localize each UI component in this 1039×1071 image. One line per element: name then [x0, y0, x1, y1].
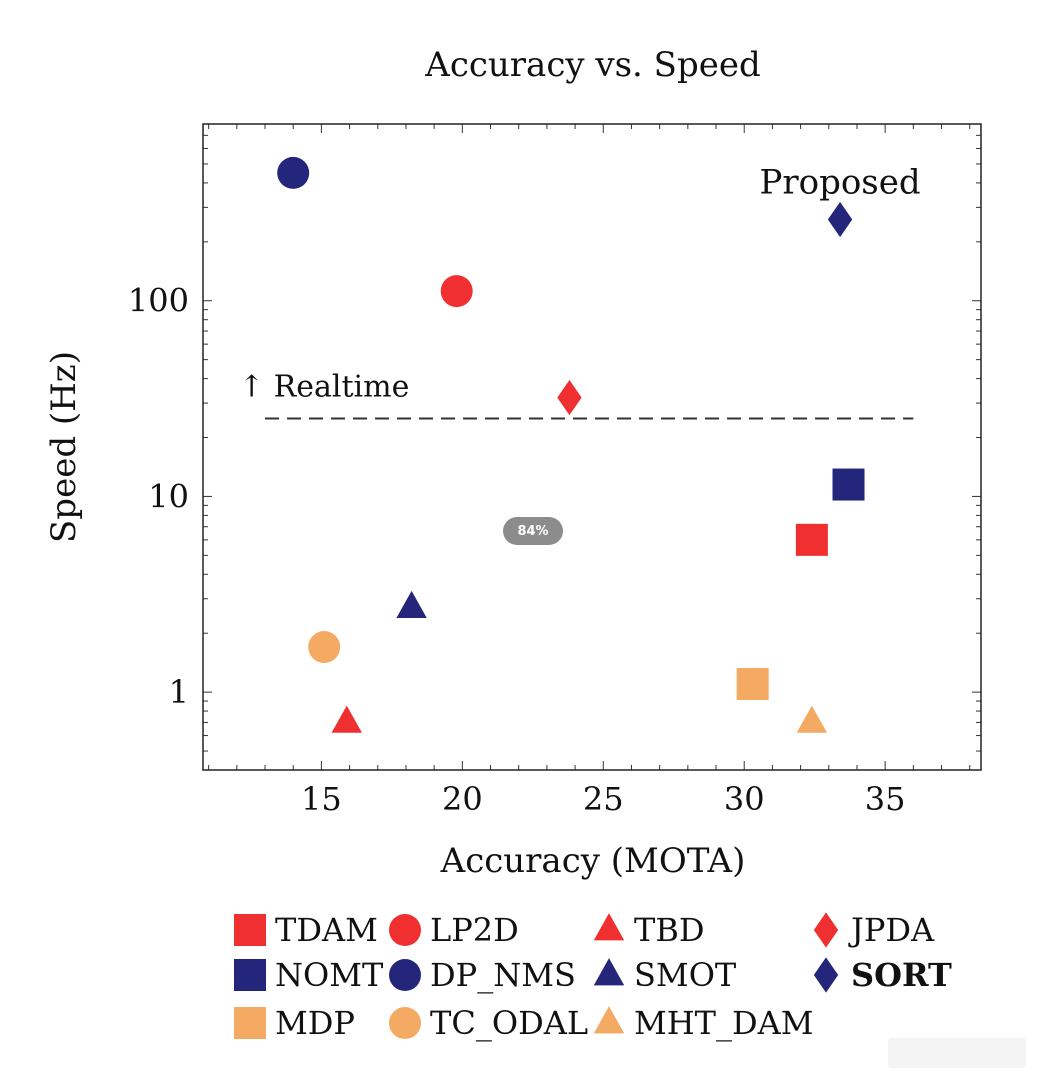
annotations: ↑ Realtime Proposed	[239, 163, 921, 420]
x-tick-label: 15	[301, 780, 342, 818]
y-tick-label: 1	[169, 673, 189, 711]
proposed-label: Proposed	[759, 163, 920, 203]
corner-overlay	[888, 1038, 1026, 1068]
point-nomt	[832, 468, 865, 501]
legend-marker-dp-nms	[389, 959, 421, 991]
point-smot	[396, 590, 427, 619]
legend-marker-tdam	[234, 914, 266, 946]
x-tick-label: 30	[724, 780, 765, 818]
y-tick-label: 100	[128, 282, 189, 320]
y-axis-label: Speed (Hz)	[44, 351, 84, 543]
legend-marker-mdp	[234, 1007, 266, 1039]
zoom-level-badge: 84%	[503, 517, 563, 545]
legend-label-sort: SORT	[851, 956, 952, 994]
x-tick-label: 20	[442, 780, 483, 818]
legend-label-mht-dam: MHT_DAM	[634, 1004, 814, 1042]
chart-title: Accuracy vs. Speed	[424, 45, 760, 85]
point-jpda	[557, 379, 582, 416]
legend-label-tc-odal: TC_ODAL	[430, 1004, 588, 1042]
legend-marker-mht-dam	[593, 1006, 625, 1034]
point-tc-odal	[308, 631, 341, 664]
point-sort	[827, 201, 853, 238]
legend-marker-tbd	[593, 913, 625, 941]
legend-marker-smot	[593, 958, 625, 986]
legend-label-tdam: TDAM	[275, 911, 378, 949]
point-mht-dam	[796, 705, 828, 733]
legend-marker-sort	[813, 957, 839, 993]
x-axis-label: Accuracy (MOTA)	[440, 841, 746, 881]
x-tick-label: 35	[865, 780, 906, 818]
legend-label-mdp: MDP	[275, 1004, 355, 1042]
legend-marker-nomt	[234, 959, 266, 991]
tick-labels: 15 20 25 30 35 1 10 100	[128, 282, 906, 818]
realtime-label: ↑ Realtime	[239, 370, 409, 405]
legend-marker-jpda	[813, 912, 839, 948]
legend-marker-lp2d	[389, 914, 421, 946]
point-tbd	[331, 705, 362, 733]
legend-label-nomt: NOMT	[275, 956, 384, 994]
point-tdam	[795, 523, 828, 556]
legend: TDAM LP2D TBD JPDA NOMT DP_NMS SMOT SORT MDP TC_O…	[234, 911, 952, 1042]
point-mdp	[736, 668, 769, 701]
data-points	[277, 156, 865, 733]
plot-frame	[202, 123, 982, 771]
legend-label-jpda: JPDA	[848, 911, 935, 949]
legend-label-tbd: TBD	[634, 911, 705, 949]
axis-ticks	[203, 123, 981, 771]
legend-marker-tc-odal	[389, 1007, 421, 1039]
legend-label-dp-nms: DP_NMS	[430, 956, 576, 994]
x-tick-label: 25	[583, 780, 624, 818]
point-dp-nms	[277, 156, 310, 189]
y-tick-label: 10	[148, 477, 189, 515]
point-lp2d	[440, 275, 473, 308]
legend-label-smot: SMOT	[634, 956, 737, 994]
legend-label-lp2d: LP2D	[430, 911, 519, 949]
